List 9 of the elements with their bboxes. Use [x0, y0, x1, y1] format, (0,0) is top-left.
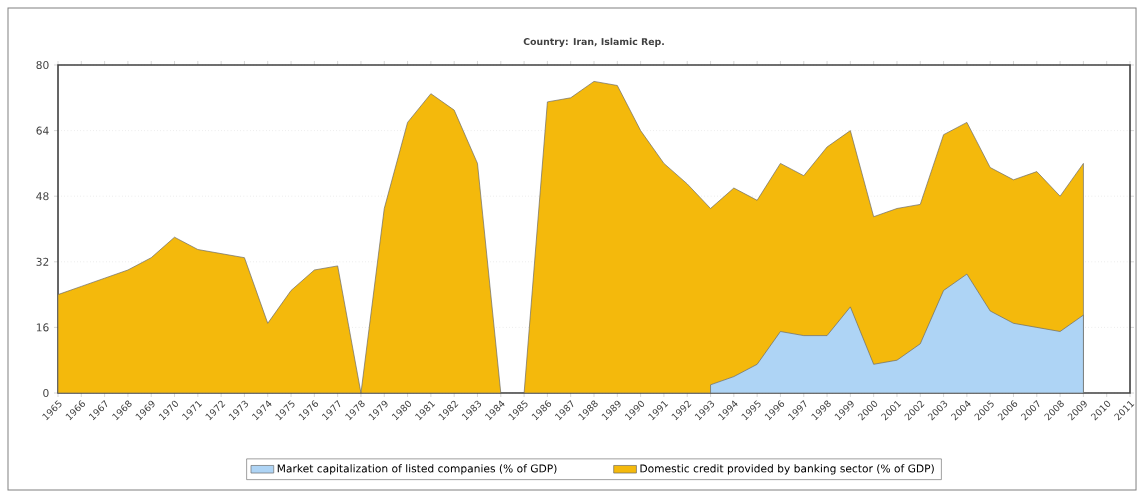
- y-tick-label: 64: [36, 126, 49, 135]
- y-tick-label: 48: [36, 192, 49, 201]
- y-tick-label: 32: [36, 257, 49, 266]
- legend-label: Market capitalization of listed companies (% of GDP): [277, 464, 557, 475]
- y-tick-label: 80: [36, 60, 49, 70]
- y-tick-label: 16: [36, 323, 49, 332]
- y-tick-label: 0: [43, 388, 49, 398]
- chart-title: Country: Iran, Islamic Rep.: [523, 37, 664, 47]
- legend-label: Domestic credit provided by banking sector (% of GDP): [640, 464, 934, 475]
